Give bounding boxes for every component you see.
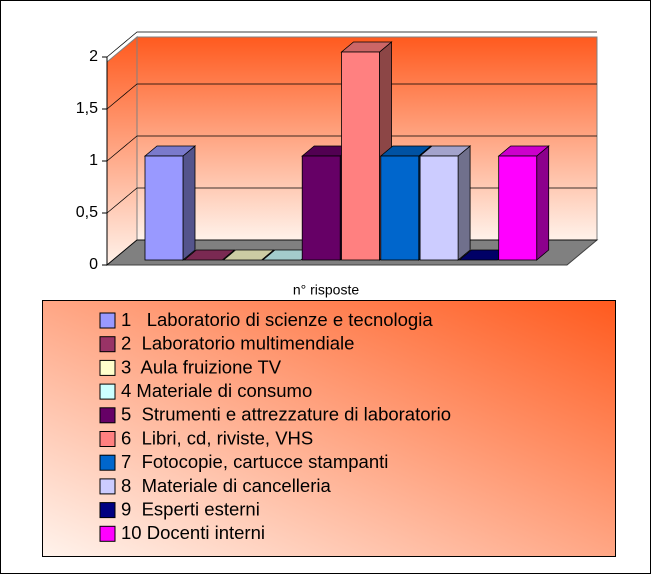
- bar: [144, 155, 184, 261]
- legend-label: 5 Strumenti e attrezzature di laboratori…: [121, 404, 451, 425]
- grid-line: [106, 83, 597, 110]
- legend-swatch: [99, 431, 116, 447]
- y-tick-label: 1: [89, 152, 98, 169]
- bar: [301, 155, 341, 261]
- legend-label: 10 Docenti interni: [121, 522, 265, 543]
- legend-swatch: [99, 478, 116, 495]
- grid-line: [106, 135, 597, 162]
- legend-swatch: [99, 525, 116, 542]
- legend-label: 3 Aula fruizione TV: [121, 356, 282, 377]
- legend-swatch: [99, 407, 116, 424]
- legend-swatch: [99, 336, 116, 353]
- bar: [341, 51, 380, 261]
- y-tick-label: 2: [89, 48, 98, 65]
- legend-label: 2 Laboratorio multimendiale: [121, 333, 354, 354]
- legend-swatch: [99, 502, 116, 519]
- y-tick-label: 0: [89, 256, 98, 273]
- y-tick-label: 1,5: [76, 100, 98, 117]
- bar: [380, 155, 420, 261]
- bar-side: [536, 145, 550, 261]
- legend-swatch: [99, 383, 116, 400]
- side-wall: [106, 35, 138, 267]
- legend-label: 8 Materiale di cancelleria: [121, 475, 331, 496]
- grid-line: [106, 31, 597, 58]
- bar-top: [222, 249, 275, 261]
- legend-label: 7 Fotocopie, cartucce stampanti: [121, 451, 388, 472]
- legend-label: 6 Libri, cd, riviste, VHS: [121, 427, 313, 448]
- bar-side: [457, 145, 471, 261]
- bar-top: [183, 249, 236, 261]
- legend-label: 4 Materiale di consumo: [121, 380, 312, 401]
- legend-label: 9 Esperti esterni: [121, 498, 260, 519]
- bar: [498, 155, 538, 261]
- x-tick-label: n° risposte: [293, 282, 360, 298]
- legend-swatch: [99, 359, 116, 376]
- y-tick-label: 0,5: [76, 204, 98, 221]
- legend-swatch: [99, 312, 116, 329]
- bar-side: [182, 145, 196, 261]
- bar: [419, 155, 459, 261]
- legend-swatch: [99, 454, 116, 471]
- legend-label: 1 Laboratorio di scienze e tecnologia: [121, 309, 433, 330]
- legend: [42, 300, 616, 557]
